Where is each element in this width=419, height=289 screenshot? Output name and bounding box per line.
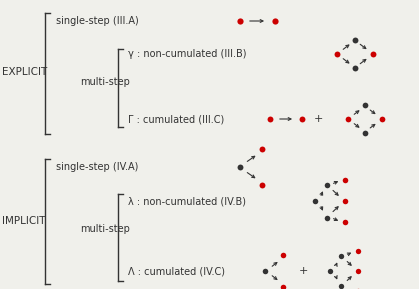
Point (341, 199, 348, 203)
Text: EXPLICIT: EXPLICIT (2, 67, 47, 77)
Point (338, 284, 344, 289)
Point (237, 165, 243, 169)
Point (362, 130, 368, 135)
Point (323, 215, 330, 220)
Text: +: + (298, 266, 308, 276)
Point (362, 103, 368, 108)
Text: multi-step: multi-step (80, 224, 130, 234)
Point (272, 19, 278, 23)
Point (312, 199, 318, 203)
Point (259, 147, 265, 151)
Text: multi-step: multi-step (80, 77, 130, 87)
Point (334, 52, 340, 56)
Point (259, 183, 265, 187)
Text: Γ : cumulated (III.C): Γ : cumulated (III.C) (128, 114, 224, 124)
Point (370, 52, 376, 56)
Point (341, 178, 348, 182)
Point (345, 117, 352, 121)
Point (338, 253, 344, 258)
Text: single-step (III.A): single-step (III.A) (56, 16, 139, 26)
Point (299, 117, 305, 121)
Point (379, 117, 385, 121)
Point (341, 220, 348, 224)
Point (354, 288, 361, 289)
Point (266, 117, 273, 121)
Text: single-step (IV.A): single-step (IV.A) (56, 162, 138, 172)
Point (323, 182, 330, 187)
Text: λ : non-cumulated (IV.B): λ : non-cumulated (IV.B) (128, 196, 246, 206)
Text: +: + (313, 114, 323, 124)
Text: IMPLICIT: IMPLICIT (2, 216, 46, 226)
Point (352, 66, 358, 71)
Text: γ : non-cumulated (III.B): γ : non-cumulated (III.B) (128, 49, 246, 59)
Point (354, 269, 361, 273)
Point (279, 253, 286, 257)
Text: Λ : cumulated (IV.C): Λ : cumulated (IV.C) (128, 266, 225, 276)
Point (237, 19, 243, 23)
Point (352, 37, 358, 42)
Point (327, 269, 334, 273)
Point (279, 285, 286, 289)
Point (261, 269, 268, 273)
Point (354, 249, 361, 254)
